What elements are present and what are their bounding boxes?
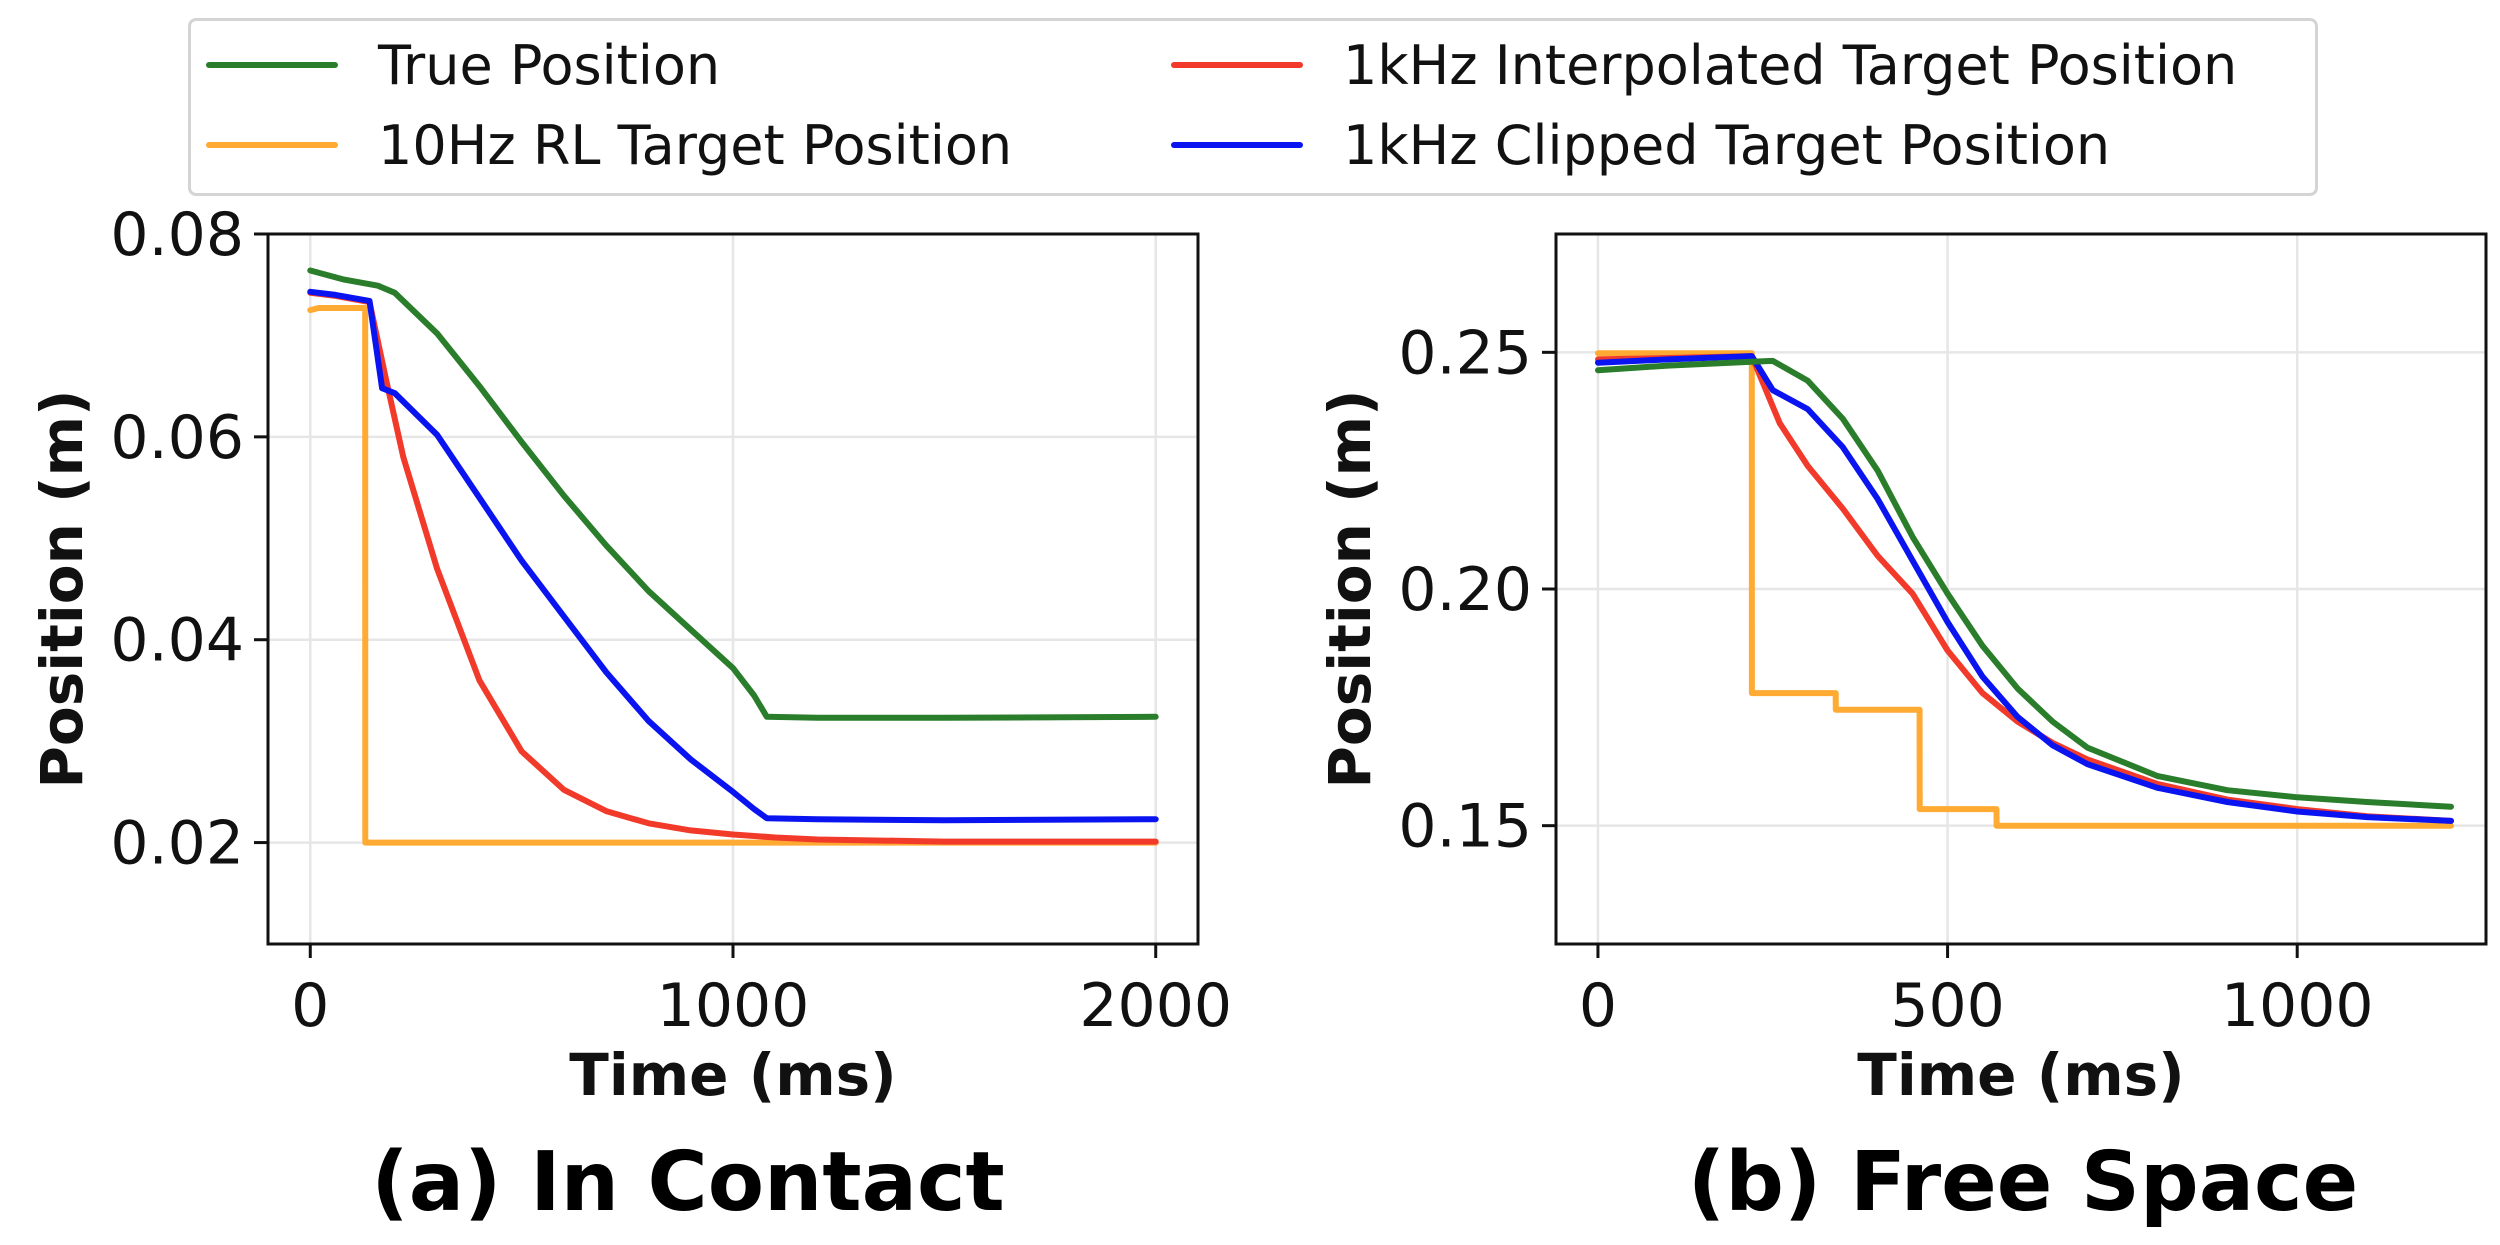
legend-label-rl-target: 10Hz RL Target Position <box>378 113 1013 177</box>
y-tick-label-2: 0.06 <box>110 403 244 473</box>
series-line-1khz-clipped-target-position <box>307 288 1159 824</box>
chart-caption: (b) Free Space <box>1688 1135 2359 1230</box>
y-tick-label-1: 0.04 <box>110 606 244 676</box>
x-tick-label-0: 0 <box>1579 971 1617 1041</box>
legend-swatch-clipped-target <box>1171 142 1303 148</box>
series-line-true-position <box>307 267 1159 721</box>
x-tick-label-1: 1000 <box>657 971 810 1041</box>
x-tick-label-2: 2000 <box>1079 971 1232 1041</box>
y-tick-label-0: 0.15 <box>1398 792 1532 862</box>
y-tick-label-0: 0.02 <box>110 809 244 879</box>
legend-label-true-position: True Position <box>378 33 721 97</box>
legend-swatch-interpolated-target <box>1171 62 1303 68</box>
legend-label-clipped-target: 1kHz Clipped Target Position <box>1343 113 2111 177</box>
series-line-1khz-clipped-target-position <box>1595 353 2454 824</box>
legend-item-rl-target: 10Hz RL Target Position <box>206 113 1013 177</box>
legend: True Position 1kHz Interpolated Target P… <box>188 18 2318 196</box>
y-tick-label-3: 0.08 <box>110 200 244 270</box>
y-axis-label: Position (m) <box>28 389 96 788</box>
series-line-true-position <box>1595 357 2454 810</box>
x-axis-label: Time (ms) <box>1857 1041 2184 1109</box>
legend-swatch-rl-target <box>206 142 338 148</box>
legend-label-interpolated-target: 1kHz Interpolated Target Position <box>1343 33 2238 97</box>
series-line-1khz-interpolated-target-position <box>307 289 1159 845</box>
series-line-10hz-rl-target-position <box>1595 350 2454 829</box>
legend-swatch-true-position <box>206 62 338 68</box>
chart-caption: (a) In Contact <box>371 1135 1005 1230</box>
x-tick-label-1: 500 <box>1890 971 2005 1041</box>
y-tick-label-1: 0.20 <box>1398 555 1532 625</box>
legend-item-true-position: True Position <box>206 33 721 97</box>
chart-panel-2: 0 500 1000 0.15 0.20 0.25 Time (ms) Position (m… <box>1316 232 2488 1230</box>
y-axis-label: Position (m) <box>1316 389 1384 788</box>
legend-item-interpolated-target: 1kHz Interpolated Target Position <box>1171 33 2238 97</box>
x-axis-label: Time (ms) <box>569 1041 896 1109</box>
x-tick-label-2: 1000 <box>2221 971 2374 1041</box>
chart-panel-1: 0 1000 2000 0.02 0.04 0.06 0.08 Time (ms) Positi… <box>28 200 1232 1230</box>
legend-item-clipped-target: 1kHz Clipped Target Position <box>1171 113 2111 177</box>
y-tick-label-2: 0.25 <box>1398 318 1532 388</box>
x-tick-label-0: 0 <box>291 971 329 1041</box>
